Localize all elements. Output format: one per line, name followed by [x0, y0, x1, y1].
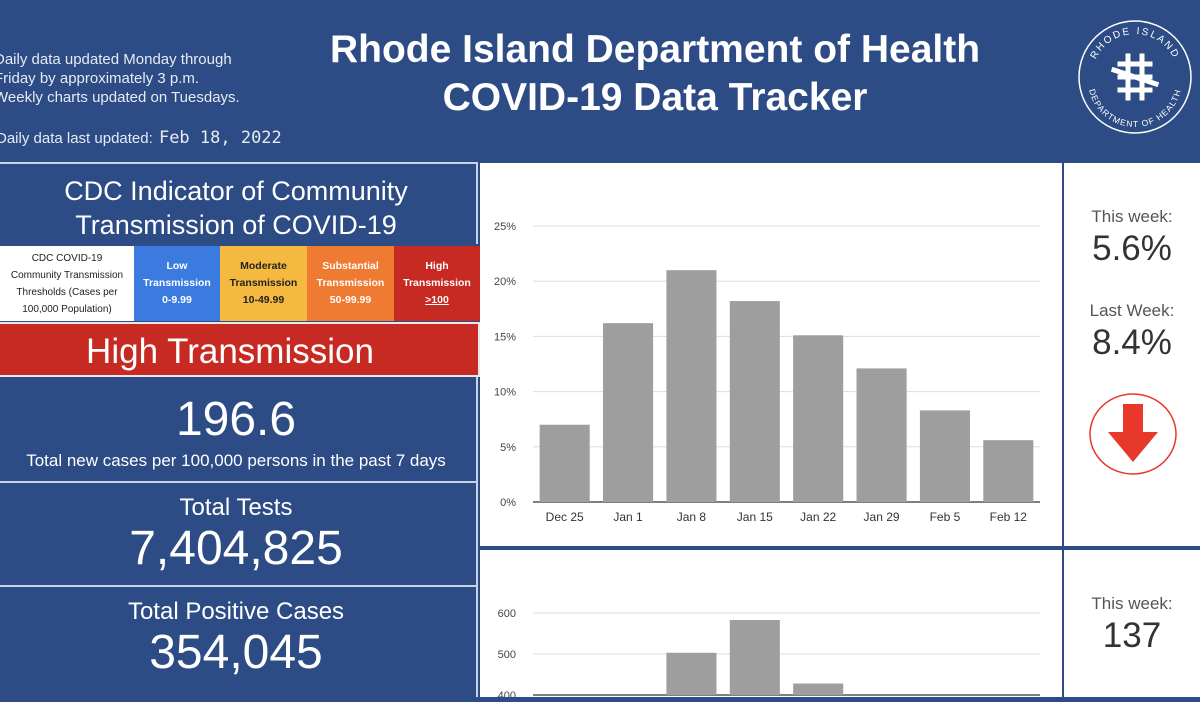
- logo-emblem: [1110, 53, 1160, 101]
- bar-jan-22: [793, 683, 844, 695]
- y-tick-label: 400: [498, 690, 516, 697]
- cdc-indicator-header: CDC Indicator of Community Transmission …: [0, 162, 478, 244]
- percent-positive-summary: This week: 5.6% Last Week: 8.4%: [1064, 163, 1200, 546]
- threshold-substantial: Substantial Transmission 50-99.99: [307, 246, 394, 321]
- update-line: Daily data updated Monday through: [0, 51, 232, 68]
- update-line: Friday by approximately 3 p.m.: [0, 70, 200, 87]
- threshold-low: Low Transmission 0-9.99: [134, 246, 220, 321]
- threshold-moderate: Moderate Transmission 10-49.99: [220, 246, 307, 321]
- threshold-moderate-name: Transmission: [229, 277, 298, 289]
- case-rate-panel: 196.6 Total new cases per 100,000 person…: [0, 377, 478, 481]
- cdc-indicator-title: CDC Indicator of Community Transmission …: [0, 174, 472, 242]
- y-tick-label: 500: [498, 649, 516, 661]
- x-tick-label: Feb 5: [930, 510, 961, 524]
- threshold-moderate-range: 10-49.99: [242, 294, 285, 306]
- percent-positive-chart: Percent Positive by Week0%5%10%15%20%25%…: [183, 190, 1040, 524]
- bar-jan-15: [729, 619, 780, 695]
- threshold-desc-line: 100,000 Population): [22, 303, 112, 315]
- total-cases-value: 354,045: [149, 626, 323, 679]
- ri-health-logo: RHODE ISLAND DEPARTMENT OF HEALTH: [1078, 20, 1192, 134]
- update-schedule-note: Daily data updated Monday through Friday…: [0, 50, 274, 107]
- cdc-title-line1: CDC Indicator of Community: [64, 176, 408, 206]
- threshold-high: High Transmission >100: [394, 246, 480, 321]
- case-rate-value: 196.6: [175, 393, 297, 446]
- cdc-title-line2: Transmission of COVID-19: [75, 210, 397, 240]
- bar-feb-12: [983, 440, 1034, 502]
- bar-jan-29: [856, 368, 907, 502]
- percent-positive-chart-panel: Percent Positive by Week0%5%10%15%20%25%…: [183, 163, 1062, 546]
- threshold-desc-line: CDC COVID-19: [31, 252, 103, 264]
- threshold-description: CDC COVID-19 Community Transmission Thre…: [0, 246, 134, 321]
- update-line: Weekly charts updated on Tuesdays.: [0, 89, 240, 106]
- pct-last-week-value: 8.4%: [1092, 323, 1172, 362]
- bar-jan-8: [666, 270, 717, 502]
- x-tick-label: Jan 22: [800, 510, 836, 524]
- transmission-status-banner: High Transmission: [0, 322, 480, 377]
- arrow-down-icon: [1089, 393, 1177, 475]
- bar-dec-25: [539, 424, 590, 502]
- y-tick-label: 10%: [494, 387, 516, 399]
- x-tick-label: Jan 1: [613, 510, 643, 524]
- y-tick-label: 5%: [500, 442, 516, 454]
- bar-jan-22: [793, 335, 844, 502]
- total-cases-label: Total Positive Cases: [127, 598, 345, 625]
- admissions-this-week-value: 137: [1102, 616, 1162, 655]
- total-cases-panel: Total Positive Cases 354,045: [0, 585, 478, 697]
- total-tests-panel: Total Tests 7,404,825: [0, 481, 478, 585]
- threshold-desc-line: Thresholds (Cases per: [16, 286, 118, 298]
- x-tick-label: Dec 25: [546, 510, 584, 524]
- y-tick-label: 0%: [500, 497, 516, 509]
- bar-jan-1: [603, 323, 654, 502]
- page-title: Rhode Island Department of Health COVID-…: [290, 26, 1020, 122]
- page-title-line1: Rhode Island Department of Health: [329, 28, 981, 71]
- threshold-low-range: 0-9.99: [162, 294, 192, 306]
- page-title-line2: COVID-19 Data Tracker: [442, 76, 868, 119]
- threshold-moderate-name: Moderate: [240, 260, 287, 272]
- transmission-status: High Transmission: [86, 332, 374, 371]
- x-tick-label: Jan 15: [737, 510, 773, 524]
- threshold-substantial-range: 50-99.99: [329, 294, 372, 306]
- y-tick-label: 20%: [494, 276, 516, 288]
- pct-this-week-value: 5.6%: [1092, 229, 1172, 268]
- total-tests-value: 7,404,825: [129, 522, 343, 575]
- hospital-admissions-chart: New Hospital Admissions by Week400500600: [141, 571, 1040, 702]
- this-week-label: This week:: [1091, 594, 1173, 613]
- total-tests-label: Total Tests: [179, 494, 293, 521]
- last-updated: Daily data last updated: Feb 18, 2022: [0, 128, 282, 148]
- hospital-admissions-chart-panel: New Hospital Admissions by Week400500600: [141, 550, 1062, 702]
- threshold-high-name: High: [425, 260, 449, 272]
- x-tick-label: Jan 8: [677, 510, 707, 524]
- hospital-admissions-summary: This week: 137: [1064, 550, 1200, 697]
- threshold-substantial-name: Transmission: [316, 277, 385, 289]
- logo-text-bottom: DEPARTMENT OF HEALTH: [1087, 88, 1183, 129]
- x-tick-label: Feb 12: [990, 510, 1028, 524]
- this-week-label: This week:: [1091, 207, 1173, 226]
- y-tick-label: 600: [498, 608, 516, 620]
- bar-feb-5: [919, 410, 970, 502]
- x-tick-label: Jan 29: [864, 510, 900, 524]
- bar-jan-15: [729, 301, 780, 502]
- header: Daily data updated Monday through Friday…: [0, 0, 1200, 160]
- y-tick-label: 15%: [494, 331, 516, 343]
- case-rate-label: Total new cases per 100,000 persons in t…: [26, 451, 446, 470]
- y-tick-label: 25%: [494, 221, 516, 233]
- threshold-low-name: Low: [166, 260, 188, 272]
- threshold-high-range: >100: [425, 294, 449, 306]
- last-updated-date: Feb 18, 2022: [158, 128, 282, 148]
- threshold-low-name: Transmission: [143, 277, 211, 289]
- threshold-substantial-name: Substantial: [322, 260, 379, 272]
- threshold-high-name: Transmission: [403, 277, 471, 289]
- left-column: CDC Indicator of Community Transmission …: [0, 162, 480, 697]
- bar-jan-8: [666, 652, 717, 695]
- threshold-legend: CDC COVID-19 Community Transmission Thre…: [0, 246, 480, 321]
- threshold-desc-line: Community Transmission: [10, 269, 124, 281]
- last-updated-label: Daily data last updated:: [0, 130, 153, 147]
- last-week-label: Last Week:: [1089, 301, 1175, 320]
